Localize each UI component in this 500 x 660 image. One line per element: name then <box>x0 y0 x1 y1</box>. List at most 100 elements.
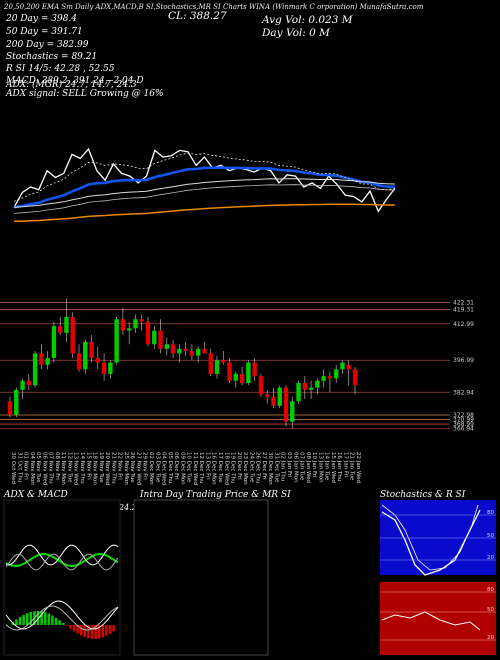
rsi-level-label: 80 <box>487 587 494 593</box>
candle-body <box>164 344 170 349</box>
candle-body <box>76 353 82 370</box>
macd-histogram-bar <box>54 617 58 625</box>
candle-body <box>32 353 38 386</box>
date-tick-label: 09 Dec Mon <box>179 452 185 485</box>
candle-body <box>308 387 314 390</box>
candle-body <box>321 376 326 381</box>
candle-body <box>120 319 126 331</box>
date-tick-label: 05 Nov Tue <box>35 452 41 483</box>
adx-grey-line <box>5 553 119 571</box>
ema50-label: 50 Day = 391.71 <box>6 27 83 37</box>
date-tick-label: 05 Dec Thu <box>167 452 173 483</box>
date-tick-label: 18 Dec Wed <box>223 452 229 485</box>
macd-histogram-bar <box>87 625 90 639</box>
candle-body <box>283 387 289 422</box>
ema200-line <box>13 203 395 223</box>
macd-histogram-bar <box>58 620 61 625</box>
date-tick-label: 19 Dec Thu <box>230 452 236 483</box>
macd-histogram-bar <box>105 625 108 636</box>
candle-body <box>352 369 358 386</box>
macd-histogram-bar <box>36 611 40 625</box>
date-tick-label: 16 Jan Thu <box>336 452 342 481</box>
price-level-label: 368.99 <box>453 421 474 428</box>
candle-body <box>158 330 163 349</box>
date-tick-label: 08 Jan Wed <box>305 452 311 483</box>
date-tick-label: 26 Dec Thu <box>255 452 261 483</box>
date-tick-label: 04 Nov Mon <box>29 452 35 485</box>
date-tick-label: 11 Nov Mon <box>60 452 66 485</box>
date-tick-label: 20 Dec Fri <box>236 452 242 480</box>
date-tick-label: 03 Jan Fri <box>286 452 292 478</box>
candle-body <box>64 316 69 333</box>
candle-body <box>315 380 320 388</box>
date-tick-label: 06 Nov Wed <box>41 452 47 485</box>
candle-body <box>208 353 213 374</box>
date-tick-label: 08 Nov Fri <box>54 452 60 480</box>
macd-histogram-bar <box>29 611 33 625</box>
candle-body <box>45 357 50 365</box>
signal-dotted-line <box>13 152 395 202</box>
date-tick-label: 24 Dec Tue <box>248 452 254 483</box>
candle-body <box>183 348 188 352</box>
macd-line <box>5 600 119 630</box>
date-tick-label: 03 Dec Tue <box>154 452 160 483</box>
macd-histogram-bar <box>94 625 97 639</box>
candle-body <box>227 362 232 381</box>
stochastics-panel <box>380 500 496 575</box>
macd-histogram-bar <box>15 619 18 625</box>
candle-body <box>70 316 75 354</box>
candle-body <box>277 387 282 406</box>
rsi-level-label: 20 <box>487 635 494 641</box>
candle-body <box>133 319 138 329</box>
date-tick-label: 02 Jan Thu <box>280 452 286 481</box>
candle-body <box>26 380 32 386</box>
adx-white-line <box>5 544 119 566</box>
day-volume-label: Day Vol: 0 M <box>262 27 330 39</box>
date-tick-label: 14 Nov Thu <box>79 452 85 484</box>
date-tick-label: 22 Jan Wed <box>355 452 361 483</box>
candle-body <box>346 364 351 370</box>
ema50-band-line <box>13 184 395 214</box>
macd-histogram-bar <box>83 625 87 638</box>
candle-body <box>271 396 276 406</box>
date-tick-label: 06 Jan Mon <box>292 452 298 483</box>
macd-histogram-bar <box>98 625 101 639</box>
price-level-label: 382.94 <box>453 389 474 396</box>
macd-histogram-bar <box>112 625 115 632</box>
stoch-d-line <box>381 504 479 571</box>
candle-body <box>51 326 57 358</box>
date-tick-label: 20 Nov Wed <box>104 452 110 485</box>
stoch-level-label: 50 <box>487 533 494 539</box>
candle-body <box>14 389 19 415</box>
date-tick-label: 17 Jan Fri <box>342 452 348 478</box>
macd-label: MACD: 389.2, 391.24, -2.04 D <box>6 76 144 86</box>
date-tick-label: 17 Dec Tue <box>217 452 223 483</box>
candle-body <box>57 326 63 333</box>
date-tick-label: 31 Dec Tue <box>273 452 279 483</box>
candle-body <box>170 344 176 354</box>
price-line <box>13 147 396 213</box>
macd-histogram-bar <box>26 613 29 625</box>
adx-signal-label: ADX signal: SELL Growing @ 16% <box>6 89 164 99</box>
adx-label: ADX: (MGR) 24.7, 14.7, 24.3 <box>6 80 137 90</box>
date-tick-label: 13 Nov Wed <box>73 452 79 485</box>
candle-body <box>89 341 94 358</box>
adx-macd-title: ADX & MACD <box>4 490 68 500</box>
date-tick-label: 29 Nov Fri <box>142 452 148 480</box>
macd-histogram-bar <box>51 615 54 625</box>
candle-body <box>177 348 182 354</box>
candle-body <box>189 351 195 356</box>
ema200-label: 200 Day = 382.99 <box>6 40 89 50</box>
close-price-label: CL: 388.27 <box>168 10 227 22</box>
candle-body <box>114 319 119 363</box>
date-tick-label: 12 Nov Tue <box>66 452 72 483</box>
adx-green-line <box>5 553 119 567</box>
candle-body <box>302 383 308 390</box>
candle-body <box>246 362 251 384</box>
stochastics-title: Stochastics & R SI <box>380 490 466 500</box>
date-tick-label: 13 Dec Fri <box>204 452 210 480</box>
indicator-lines <box>13 147 396 223</box>
adx-text: ADX: (MGR) 24.7, 14.7, 24.3 <box>6 80 137 90</box>
date-tick-label: 22 Nov Fri <box>117 452 123 480</box>
